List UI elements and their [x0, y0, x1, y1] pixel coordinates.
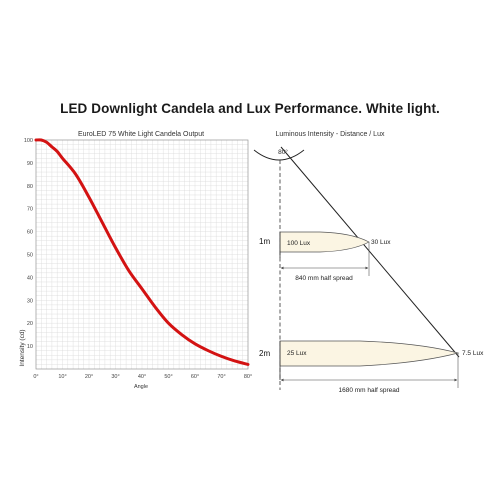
x-tick-label: 30°	[111, 374, 119, 380]
y-tick-label: 70	[27, 207, 33, 213]
x-tick-label: 70°	[217, 374, 225, 380]
x-axis-label: Angle	[134, 384, 148, 390]
x-tick-label: 60°	[191, 374, 199, 380]
y-axis-label: Intensity (cd)	[19, 329, 26, 366]
x-tick-label: 40°	[138, 374, 146, 380]
chart-grid	[35, 139, 249, 370]
distance-label-2m: 2m	[259, 349, 270, 358]
y-tick-label: 90	[27, 161, 33, 167]
x-tick-label: 0°	[33, 374, 38, 380]
x-tick-label: 20°	[85, 374, 93, 380]
angle-label: 80°	[278, 148, 288, 156]
y-tick-label: 40	[27, 275, 33, 281]
x-tick-label: 80°	[244, 374, 252, 380]
beam-shape-2m	[279, 340, 460, 367]
spread-label-2m: 1680 mm half spread	[338, 387, 399, 394]
diagram-title: Luminous Intensity - Distance / Lux	[276, 131, 385, 138]
y-tick-label: 60	[27, 230, 33, 236]
edge-lux-1m: 30 Lux	[371, 239, 391, 246]
spread-label-1m: 840 mm half spread	[295, 275, 353, 282]
center-lux-1m: 100 Lux	[287, 240, 311, 247]
chart-title: EuroLED 75 White Light Candela Output	[78, 131, 204, 138]
y-tick-label: 80	[27, 184, 33, 190]
x-tick-label: 10°	[58, 374, 66, 380]
x-axis-ticks: 0° 10° 20° 30° 40° 50° 60° 70° 80°	[33, 374, 252, 380]
y-tick-label: 100	[24, 138, 33, 144]
x-tick-label: 50°	[164, 374, 172, 380]
fixture-arc	[253, 149, 305, 161]
plot-frame	[35, 139, 249, 370]
y-axis-ticks: 10 20 30 40 50 60 70 80 90 100	[24, 138, 33, 350]
page-title: LED Downlight Candela and Lux Performanc…	[60, 101, 440, 116]
y-tick-label: 20	[27, 321, 33, 327]
beam-edge-line	[280, 146, 460, 358]
candela-curve	[34, 138, 250, 366]
distance-label-1m: 1m	[259, 237, 270, 246]
y-tick-label: 30	[27, 298, 33, 304]
y-tick-label: 50	[27, 253, 33, 259]
center-lux-2m: 25 Lux	[287, 350, 307, 357]
y-tick-label: 10	[27, 344, 33, 350]
edge-lux-2m: 7.5 Lux	[462, 350, 484, 357]
